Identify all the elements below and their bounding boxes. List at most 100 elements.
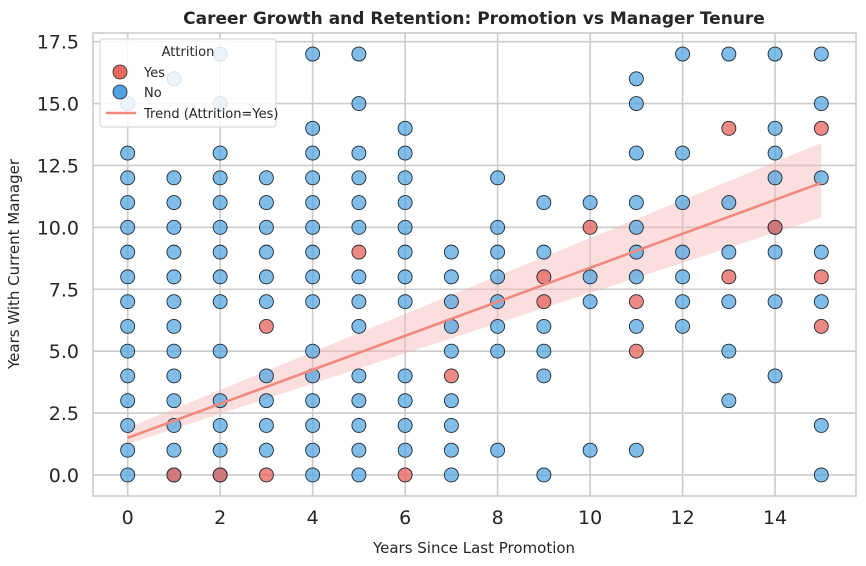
point-no — [305, 442, 321, 458]
legend-entry-no: No — [144, 86, 162, 101]
point-no — [397, 442, 413, 458]
point-no — [443, 244, 459, 260]
point-no — [351, 46, 367, 62]
point-no — [721, 294, 737, 310]
point-no — [212, 170, 228, 186]
point-no — [212, 195, 228, 211]
y-tick-label: 5.0 — [49, 341, 79, 363]
point-no — [166, 343, 182, 359]
point-no — [120, 145, 136, 161]
point-no — [351, 467, 367, 483]
point-no — [536, 343, 552, 359]
point-no — [767, 120, 783, 136]
point-no — [120, 294, 136, 310]
point-no — [351, 170, 367, 186]
point-no — [675, 195, 691, 211]
point-yes — [258, 318, 274, 334]
point-no — [305, 244, 321, 260]
point-no — [490, 442, 506, 458]
point-yes — [582, 219, 598, 235]
point-no — [166, 195, 182, 211]
y-tick-label: 0.0 — [49, 465, 79, 487]
point-no — [443, 393, 459, 409]
point-yes — [397, 467, 413, 483]
point-no — [490, 219, 506, 235]
point-yes — [721, 269, 737, 285]
y-tick-label: 15.0 — [37, 94, 79, 116]
point-no — [813, 467, 829, 483]
point-no — [166, 442, 182, 458]
point-no — [397, 145, 413, 161]
point-no — [721, 393, 737, 409]
point-no — [721, 46, 737, 62]
point-no — [258, 393, 274, 409]
point-no — [120, 393, 136, 409]
point-no — [212, 442, 228, 458]
point-no — [258, 195, 274, 211]
point-no — [305, 343, 321, 359]
point-no — [767, 368, 783, 384]
x-tick-label: 10 — [578, 507, 602, 529]
point-no — [212, 417, 228, 433]
point-no — [120, 170, 136, 186]
point-no — [258, 294, 274, 310]
point-no — [305, 269, 321, 285]
point-yes — [721, 120, 737, 136]
point-yes — [813, 318, 829, 334]
legend-box — [99, 38, 277, 128]
point-no — [490, 343, 506, 359]
point-no — [813, 294, 829, 310]
point-no — [443, 343, 459, 359]
point-no — [536, 318, 552, 334]
point-no — [120, 442, 136, 458]
y-tick-label: 12.5 — [37, 155, 79, 177]
point-yes — [166, 467, 182, 483]
point-no — [351, 318, 367, 334]
point-yes — [767, 219, 783, 235]
point-no — [767, 46, 783, 62]
point-no — [120, 467, 136, 483]
point-no — [212, 145, 228, 161]
point-no — [675, 318, 691, 334]
point-yes — [536, 294, 552, 310]
point-no — [166, 294, 182, 310]
point-yes — [628, 343, 644, 359]
point-no — [582, 294, 598, 310]
x-axis-title: Years Since Last Promotion — [372, 539, 575, 557]
point-no — [212, 219, 228, 235]
point-no — [166, 368, 182, 384]
point-no — [490, 318, 506, 334]
point-no — [258, 170, 274, 186]
point-no — [443, 442, 459, 458]
point-no — [212, 269, 228, 285]
point-no — [675, 145, 691, 161]
point-no — [212, 244, 228, 260]
point-no — [351, 393, 367, 409]
point-no — [120, 244, 136, 260]
point-no — [767, 145, 783, 161]
point-no — [628, 269, 644, 285]
point-no — [351, 219, 367, 235]
point-no — [675, 46, 691, 62]
point-no — [305, 46, 321, 62]
point-no — [258, 417, 274, 433]
point-no — [166, 219, 182, 235]
x-tick-label: 4 — [307, 507, 319, 529]
legend-entry-yes: Yes — [143, 66, 165, 81]
point-no — [675, 269, 691, 285]
point-yes — [443, 368, 459, 384]
point-no — [258, 219, 274, 235]
point-yes — [212, 467, 228, 483]
x-tick-label: 6 — [399, 507, 411, 529]
point-yes — [351, 244, 367, 260]
point-no — [675, 244, 691, 260]
point-no — [721, 195, 737, 211]
point-no — [305, 170, 321, 186]
point-no — [628, 442, 644, 458]
point-no — [767, 244, 783, 260]
point-no — [582, 269, 598, 285]
x-tick-label: 0 — [122, 507, 134, 529]
x-tick-label: 12 — [670, 507, 694, 529]
point-no — [351, 195, 367, 211]
